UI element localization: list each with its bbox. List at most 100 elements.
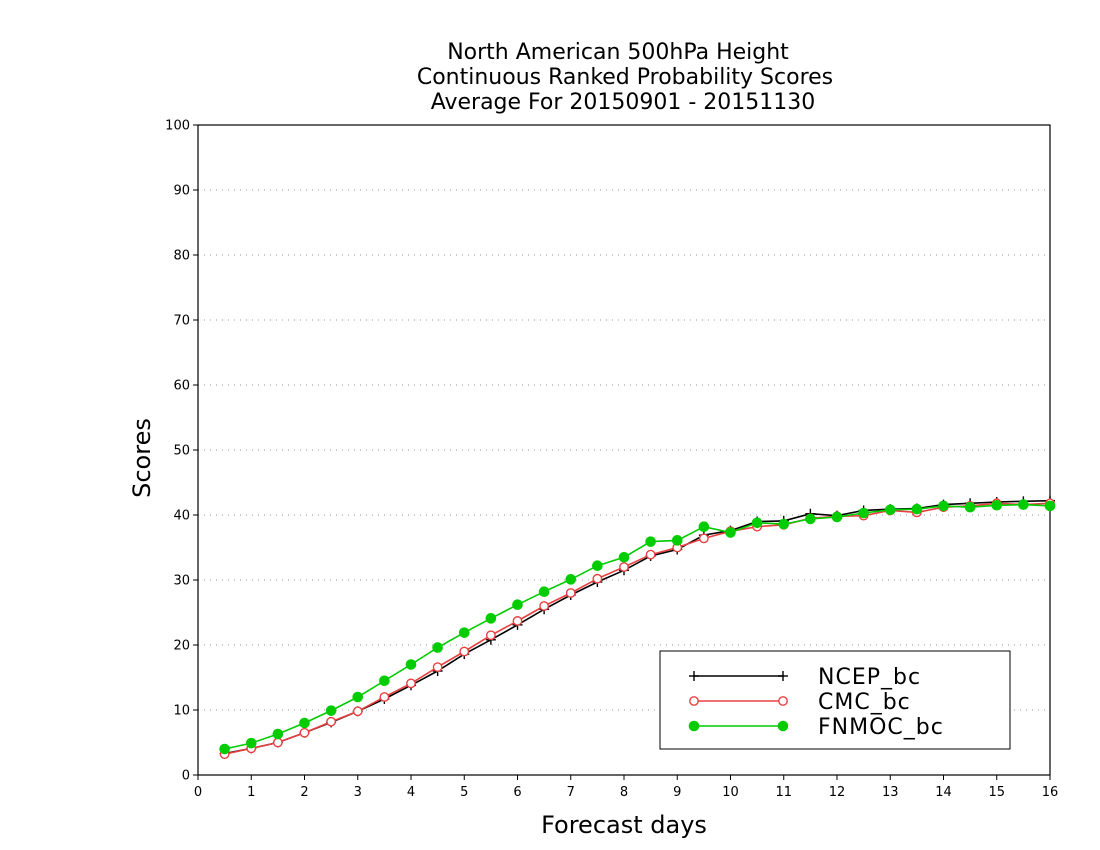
data-point-fnmoc-bc [405, 659, 417, 670]
data-point-fnmoc-bc [858, 507, 869, 519]
y-tick-label: 90 [173, 184, 190, 199]
data-point-fnmoc-bc [219, 743, 230, 755]
y-tick-label: 40 [173, 509, 190, 524]
y-tick-label: 0 [182, 769, 190, 784]
data-point-fnmoc-bc [831, 511, 843, 523]
x-tick-label: 12 [829, 785, 846, 800]
data-point-fnmoc-bc [458, 627, 470, 638]
data-point-fnmoc-bc [592, 560, 603, 572]
y-axis-ticks: 0 10 20 30 40 50 60 70 80 90 100 [165, 119, 198, 784]
series-fnmoc-bc [219, 499, 1056, 755]
data-point-fnmoc-bc [671, 535, 683, 546]
y-tick-label: 30 [173, 574, 190, 589]
data-point-cmc-bc [512, 616, 523, 626]
data-point-cmc-bc [619, 562, 629, 572]
data-point-fnmoc-bc [751, 517, 763, 529]
data-point-fnmoc-bc [991, 499, 1003, 511]
chart-title-line-2: Continuous Ranked Probability Scores [417, 65, 833, 90]
data-point-fnmoc-bc [884, 504, 896, 516]
y-tick-label: 20 [173, 639, 190, 654]
data-point-cmc-bc [406, 678, 416, 689]
data-point-cmc-bc [565, 588, 576, 598]
chart-title-line-3: Average For 20150901 - 20151130 [431, 90, 816, 115]
data-point-fnmoc-bc [1044, 500, 1056, 512]
x-tick-label: 8 [620, 785, 628, 800]
y-tick-label: 60 [173, 379, 190, 394]
x-tick-label: 1 [247, 785, 255, 800]
legend-marker [689, 671, 699, 681]
grid-lines [198, 189, 1050, 711]
y-tick-label: 100 [165, 119, 190, 134]
x-tick-label: 13 [882, 785, 899, 800]
data-point-fnmoc-bc [645, 536, 656, 547]
y-axis-label: Scores [128, 418, 156, 498]
data-point-cmc-bc [645, 549, 656, 560]
data-point-cmc-bc [379, 692, 390, 702]
data-point-fnmoc-bc [538, 586, 550, 598]
y-tick-label: 10 [173, 704, 190, 719]
x-axis-label: Forecast days [541, 811, 707, 839]
data-point-fnmoc-bc [299, 717, 310, 729]
legend-label: FNMOC_bc [818, 715, 944, 740]
data-point-cmc-bc [432, 662, 443, 672]
legend-box [659, 650, 1011, 750]
data-point-cmc-bc [352, 706, 363, 717]
x-tick-label: 0 [194, 785, 202, 800]
data-point-cmc-bc [272, 737, 283, 748]
x-tick-label: 15 [988, 785, 1005, 800]
data-point-fnmoc-bc [325, 705, 337, 716]
data-point-fnmoc-bc [964, 501, 976, 513]
x-tick-label: 9 [673, 785, 681, 800]
y-tick-label: 50 [173, 444, 190, 459]
data-point-cmc-bc [485, 630, 496, 641]
data-point-fnmoc-bc [485, 613, 497, 624]
data-point-fnmoc-bc [698, 521, 710, 533]
data-point-cmc-bc [592, 573, 603, 584]
data-point-fnmoc-bc [565, 574, 577, 585]
data-point-fnmoc-bc [432, 642, 443, 653]
y-tick-label: 80 [173, 249, 190, 264]
data-point-cmc-bc [326, 716, 337, 727]
y-tick-label: 70 [173, 314, 190, 329]
data-point-fnmoc-bc [1018, 499, 1029, 510]
data-point-fnmoc-bc [379, 675, 390, 687]
data-point-cmc-bc [698, 533, 709, 544]
data-point-fnmoc-bc [272, 728, 284, 740]
legend-label: NCEP_bc [818, 665, 921, 690]
x-axis-ticks: 0 1 2 3 4 5 6 7 8 9 10 11 12 13 14 15 16 [194, 775, 1058, 800]
legend-marker [778, 696, 788, 706]
data-point-cmc-bc [299, 727, 310, 738]
legend-marker [689, 696, 699, 706]
x-tick-label: 3 [354, 785, 362, 800]
legend-entry-cmc-bc: CMC_bc [689, 690, 911, 715]
x-tick-label: 6 [513, 785, 521, 800]
legend-marker [688, 720, 700, 732]
data-point-fnmoc-bc [778, 518, 790, 530]
chart-title: North American 500hPa Height Continuous … [417, 40, 833, 115]
legend-entry-fnmoc-bc: FNMOC_bc [688, 715, 944, 740]
data-point-fnmoc-bc [938, 500, 949, 512]
data-point-cmc-bc [459, 646, 470, 657]
x-tick-label: 5 [460, 785, 468, 800]
legend-entry-ncep-bc: NCEP_bc [689, 665, 921, 690]
data-point-cmc-bc [539, 601, 550, 611]
x-tick-label: 14 [935, 785, 952, 800]
data-point-fnmoc-bc [911, 503, 923, 515]
x-tick-label: 11 [775, 785, 792, 800]
data-point-fnmoc-bc [352, 691, 364, 703]
data-point-fnmoc-bc [245, 737, 257, 749]
chart-title-line-1: North American 500hPa Height [447, 40, 789, 65]
x-tick-label: 4 [407, 785, 415, 800]
series-layer [219, 495, 1056, 760]
x-tick-label: 7 [567, 785, 575, 800]
data-point-fnmoc-bc [805, 513, 816, 525]
legend-marker [777, 720, 789, 732]
legend-marker [778, 671, 788, 681]
x-tick-label: 2 [300, 785, 308, 800]
data-point-fnmoc-bc [725, 527, 736, 538]
legend-label: CMC_bc [818, 690, 911, 715]
x-tick-label: 10 [722, 785, 739, 800]
data-point-fnmoc-bc [618, 551, 630, 563]
